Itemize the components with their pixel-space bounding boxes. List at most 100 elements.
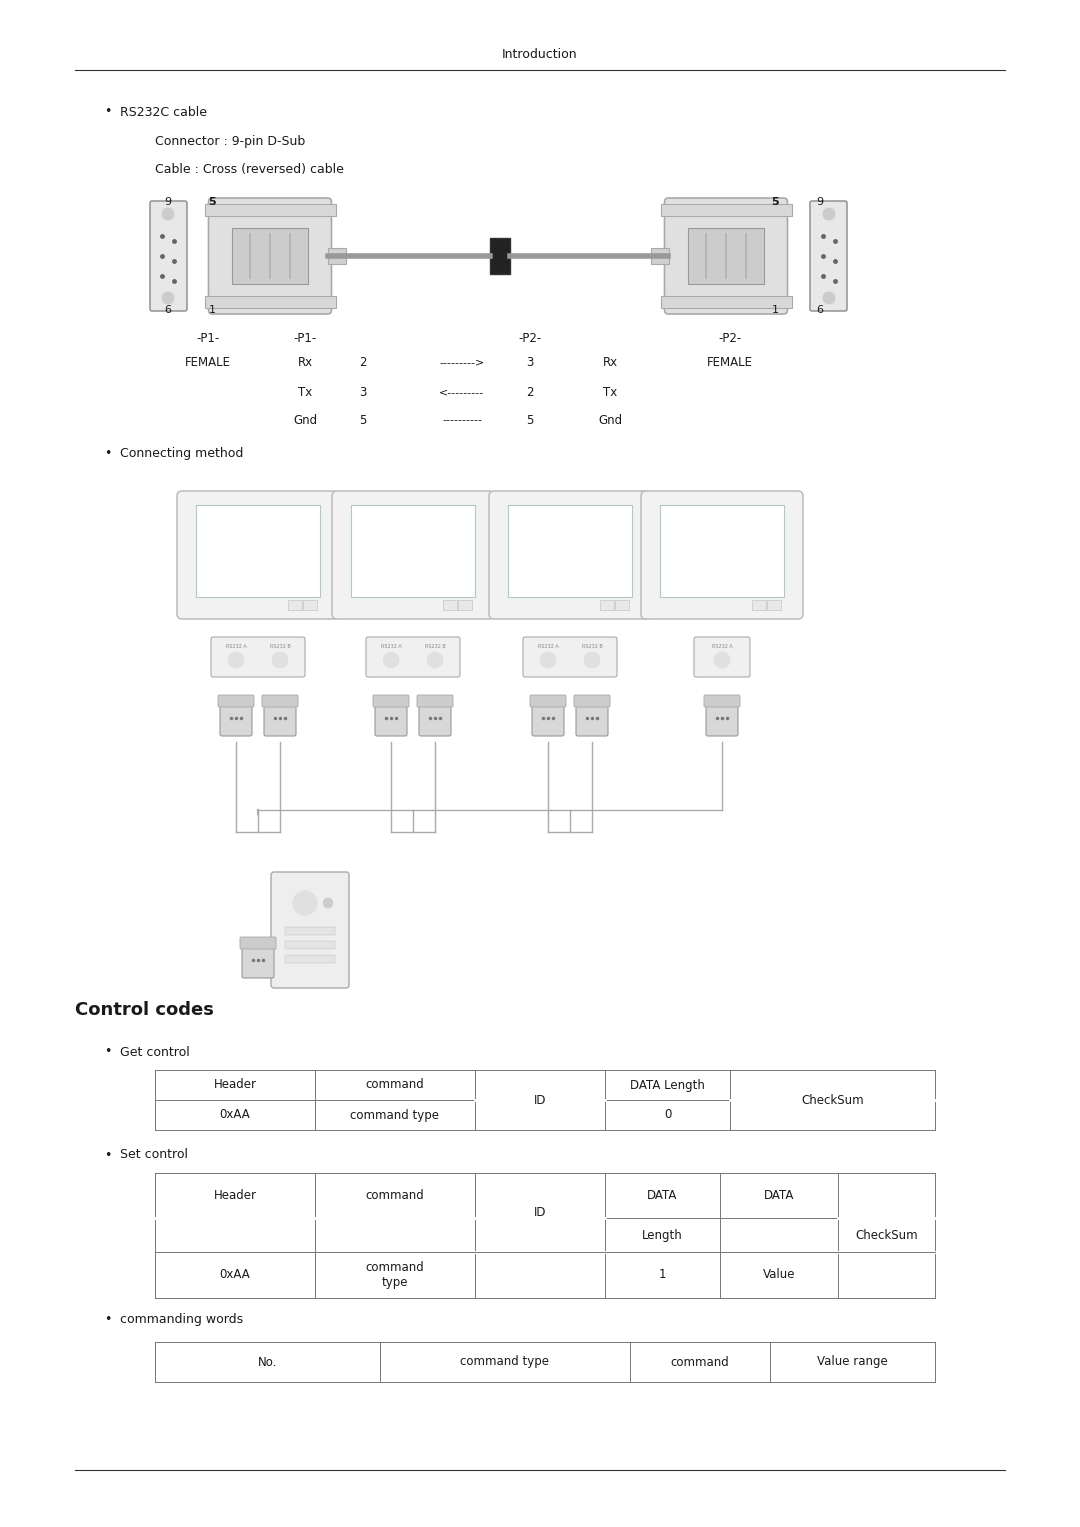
FancyBboxPatch shape — [242, 942, 274, 977]
FancyBboxPatch shape — [220, 699, 252, 736]
Text: 5: 5 — [360, 414, 367, 426]
Text: -P1-: -P1- — [294, 331, 316, 345]
Text: RS232 A: RS232 A — [538, 644, 558, 649]
Circle shape — [162, 208, 174, 220]
Text: •: • — [105, 1148, 111, 1162]
Text: Tx: Tx — [298, 385, 312, 399]
Text: Value: Value — [762, 1269, 795, 1281]
Text: command
type: command type — [366, 1261, 424, 1289]
Text: No.: No. — [258, 1356, 278, 1368]
Bar — [660, 505, 784, 597]
Text: 9: 9 — [164, 197, 172, 208]
Bar — [767, 600, 781, 609]
Text: CheckSum: CheckSum — [855, 1229, 918, 1241]
Text: commanding words: commanding words — [120, 1313, 243, 1327]
Text: Control codes: Control codes — [75, 1002, 214, 1019]
FancyBboxPatch shape — [694, 637, 750, 676]
FancyBboxPatch shape — [373, 695, 409, 707]
Bar — [285, 927, 335, 935]
FancyBboxPatch shape — [375, 699, 407, 736]
Text: -P2-: -P2- — [718, 331, 742, 345]
Bar — [204, 296, 336, 308]
FancyBboxPatch shape — [576, 699, 608, 736]
FancyBboxPatch shape — [366, 637, 460, 676]
FancyBboxPatch shape — [262, 695, 298, 707]
Text: command: command — [671, 1356, 729, 1368]
Text: Introduction: Introduction — [502, 49, 578, 61]
Bar — [285, 941, 335, 948]
Circle shape — [823, 292, 835, 304]
Text: DATA: DATA — [764, 1190, 794, 1202]
Text: 2: 2 — [526, 385, 534, 399]
Text: command: command — [366, 1190, 424, 1202]
FancyBboxPatch shape — [208, 199, 332, 315]
Text: DATA Length: DATA Length — [630, 1078, 705, 1092]
Circle shape — [584, 652, 600, 667]
FancyBboxPatch shape — [810, 202, 847, 312]
FancyBboxPatch shape — [642, 492, 804, 618]
Bar — [288, 600, 302, 609]
FancyBboxPatch shape — [240, 938, 276, 948]
Text: <---------: <--------- — [440, 386, 485, 397]
Text: 2: 2 — [360, 356, 367, 368]
Text: ----------: ---------- — [442, 415, 482, 425]
Bar — [650, 247, 669, 264]
Text: Header: Header — [214, 1078, 257, 1092]
FancyBboxPatch shape — [264, 699, 296, 736]
Text: 1: 1 — [208, 305, 216, 315]
Text: ID: ID — [534, 1206, 546, 1219]
Text: Header: Header — [214, 1190, 257, 1202]
Text: command type: command type — [351, 1109, 440, 1121]
Text: 0xAA: 0xAA — [219, 1109, 251, 1121]
FancyBboxPatch shape — [211, 637, 305, 676]
FancyBboxPatch shape — [218, 695, 254, 707]
Text: •: • — [105, 105, 111, 119]
Text: •: • — [105, 1313, 111, 1327]
Text: 1: 1 — [771, 305, 779, 315]
Bar — [285, 954, 335, 964]
Text: RS232 A: RS232 A — [380, 644, 402, 649]
Bar — [204, 205, 336, 215]
Text: Get control: Get control — [120, 1046, 190, 1058]
Text: RS232 A: RS232 A — [226, 644, 246, 649]
Text: command type: command type — [460, 1356, 550, 1368]
Text: Length: Length — [643, 1229, 683, 1241]
Text: 0: 0 — [664, 1109, 671, 1121]
Bar — [351, 505, 475, 597]
Circle shape — [323, 898, 333, 909]
Text: Set control: Set control — [120, 1148, 188, 1162]
Text: •: • — [105, 1046, 111, 1058]
Bar — [752, 600, 766, 609]
FancyBboxPatch shape — [664, 199, 787, 315]
Circle shape — [228, 652, 244, 667]
Text: command: command — [366, 1078, 424, 1092]
Text: •: • — [105, 446, 111, 460]
Text: 9: 9 — [816, 197, 824, 208]
Text: Gnd: Gnd — [598, 414, 622, 426]
FancyBboxPatch shape — [150, 202, 187, 312]
Bar — [661, 205, 792, 215]
Text: Connector : 9-pin D-Sub: Connector : 9-pin D-Sub — [156, 136, 306, 148]
Text: RS232 B: RS232 B — [424, 644, 445, 649]
Bar — [443, 600, 457, 609]
Bar — [600, 600, 615, 609]
Text: 5: 5 — [526, 414, 534, 426]
Text: Rx: Rx — [297, 356, 312, 368]
Text: CheckSum: CheckSum — [801, 1093, 864, 1107]
Text: RS232 B: RS232 B — [270, 644, 291, 649]
FancyBboxPatch shape — [532, 699, 564, 736]
Circle shape — [383, 652, 399, 667]
Text: 3: 3 — [360, 385, 367, 399]
Circle shape — [540, 652, 556, 667]
Text: DATA: DATA — [647, 1190, 677, 1202]
FancyBboxPatch shape — [271, 872, 349, 988]
Bar — [232, 228, 308, 284]
Bar — [616, 600, 630, 609]
Circle shape — [293, 890, 318, 915]
FancyBboxPatch shape — [332, 492, 494, 618]
FancyBboxPatch shape — [419, 699, 451, 736]
Text: 5: 5 — [208, 197, 216, 208]
FancyBboxPatch shape — [530, 695, 566, 707]
Circle shape — [162, 292, 174, 304]
Bar — [195, 505, 321, 597]
